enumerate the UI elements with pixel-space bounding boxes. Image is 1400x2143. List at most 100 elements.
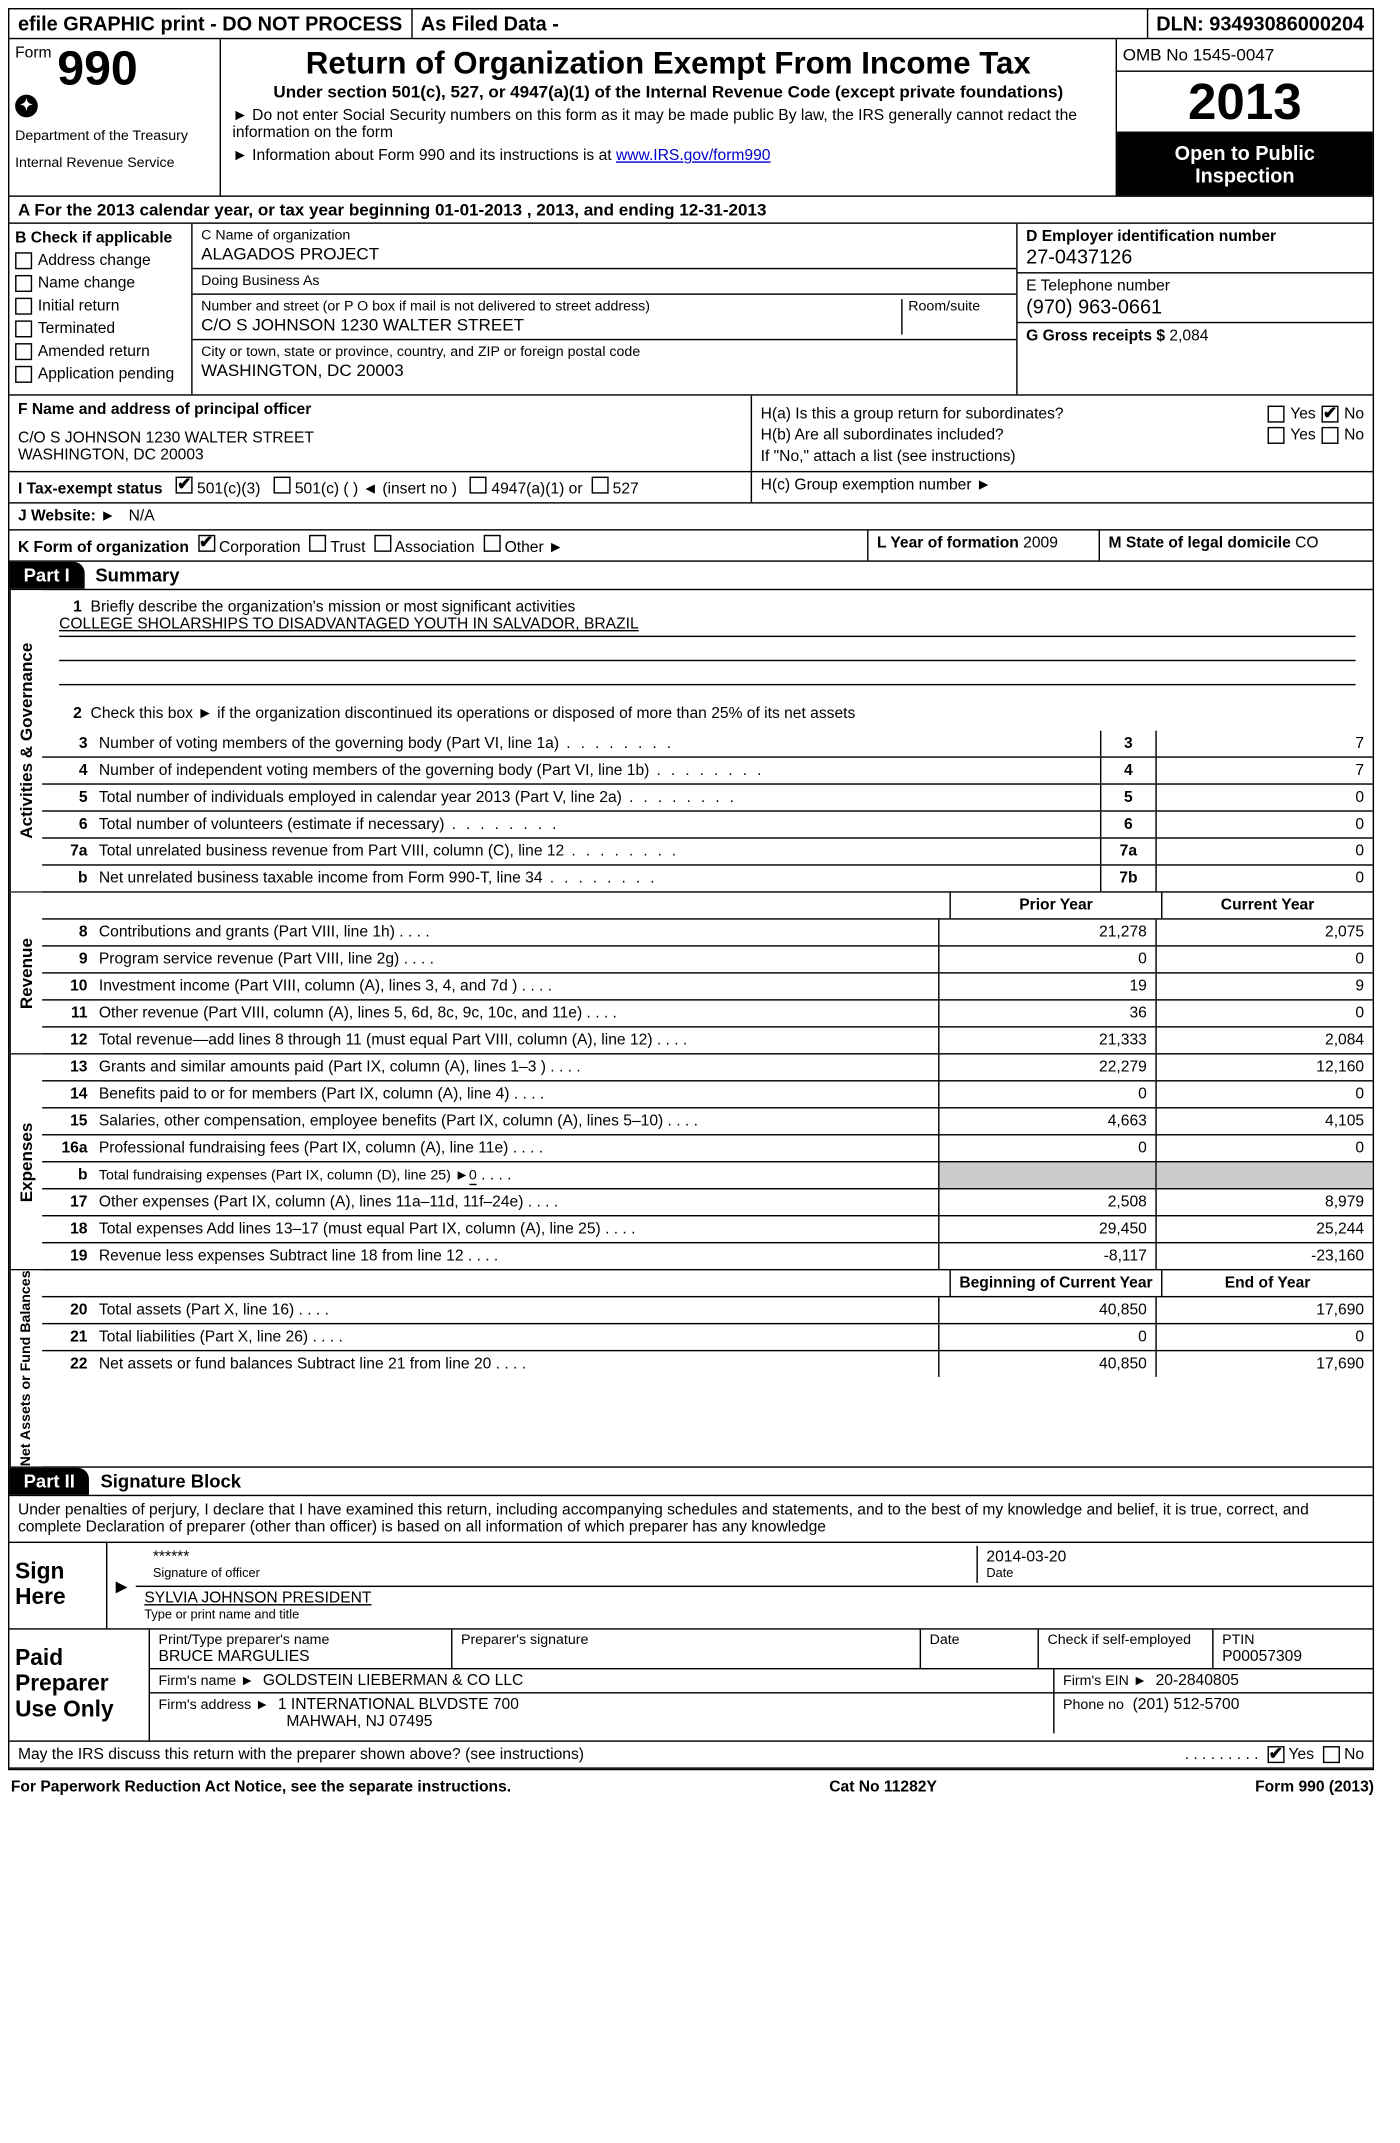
checkbox-icon[interactable] bbox=[591, 477, 608, 494]
org-form: K Form of organization Corporation Trust… bbox=[9, 531, 868, 561]
part-2-tab: Part II bbox=[9, 1468, 89, 1495]
phone-row: E Telephone number (970) 963-0661 bbox=[1018, 274, 1373, 324]
catalog-number: Cat No 11282Y bbox=[829, 1779, 937, 1796]
line-description: Total fundraising expenses (Part IX, col… bbox=[93, 1162, 939, 1188]
line-number: 4 bbox=[42, 758, 93, 784]
line-number: 10 bbox=[42, 974, 93, 1000]
line-number: 15 bbox=[42, 1109, 93, 1135]
top-bar: efile GRAPHIC print - DO NOT PROCESS As … bbox=[9, 9, 1372, 39]
checkbox-icon[interactable] bbox=[198, 535, 215, 552]
firm-ein-label: Firm's EIN ► bbox=[1063, 1674, 1147, 1690]
no-label: No bbox=[1344, 1746, 1364, 1763]
governance-section: Activities & Governance 1 Briefly descri… bbox=[9, 590, 1372, 892]
financial-row: 13Grants and similar amounts paid (Part … bbox=[42, 1055, 1373, 1082]
signature-date: 2014-03-20 bbox=[986, 1549, 1355, 1566]
financial-row: 22Net assets or fund balances Subtract l… bbox=[42, 1351, 1373, 1377]
checkbox-icon[interactable] bbox=[15, 343, 32, 360]
room-label: Room/suite bbox=[908, 299, 1007, 315]
yes-label: Yes bbox=[1290, 427, 1315, 444]
prior-year-header: Prior Year bbox=[949, 893, 1161, 919]
financial-row: 21Total liabilities (Part X, line 26) . … bbox=[42, 1324, 1373, 1351]
officer-signature: ****** bbox=[153, 1549, 968, 1566]
line-description: Total unrelated business revenue from Pa… bbox=[93, 839, 1100, 865]
gross-value: 2,084 bbox=[1169, 328, 1208, 345]
website-label: J Website: ► bbox=[18, 508, 116, 525]
irs-link[interactable]: www.IRS.gov/form990 bbox=[616, 147, 771, 164]
line-description: Net assets or fund balances Subtract lin… bbox=[93, 1351, 939, 1377]
yes-label: Yes bbox=[1289, 1746, 1314, 1763]
net-header-row: Beginning of Current Year End of Year bbox=[42, 1270, 1373, 1297]
form-number-block: Form 990 bbox=[15, 45, 214, 93]
checkbox-icon[interactable] bbox=[1323, 1746, 1340, 1763]
org-name-label: C Name of organization bbox=[201, 228, 1008, 244]
prior-year-value bbox=[940, 1162, 1157, 1188]
checkbox-icon[interactable] bbox=[309, 535, 326, 552]
governance-row: 3Number of voting members of the governi… bbox=[42, 731, 1373, 758]
yes-label: Yes bbox=[1290, 406, 1315, 423]
checkbox-icon[interactable] bbox=[15, 320, 32, 337]
ptin-label: PTIN bbox=[1222, 1633, 1364, 1649]
prior-year-value: 2,508 bbox=[940, 1189, 1157, 1215]
section-h: H(a) Is this a group return for subordin… bbox=[752, 396, 1373, 471]
hc-group-exemption: H(c) Group exemption number ► bbox=[752, 472, 1373, 502]
checkbox-icon[interactable] bbox=[1267, 1746, 1284, 1763]
firm-addr1: 1 INTERNATIONAL BLVDSTE 700 bbox=[278, 1696, 519, 1713]
checkbox-icon[interactable] bbox=[15, 252, 32, 269]
privacy-note: Do not enter Social Security numbers on … bbox=[232, 107, 1104, 141]
checkbox-icon[interactable] bbox=[273, 477, 290, 494]
dba-row: Doing Business As bbox=[193, 269, 1017, 295]
prior-year-value: 0 bbox=[940, 1324, 1157, 1350]
checkbox-icon[interactable] bbox=[1268, 406, 1285, 423]
checkbox-icon[interactable] bbox=[15, 366, 32, 383]
efile-notice: efile GRAPHIC print - DO NOT PROCESS bbox=[9, 9, 410, 37]
checkbox-icon[interactable] bbox=[483, 535, 500, 552]
checkbox-icon[interactable] bbox=[1321, 427, 1338, 444]
header-center: Return of Organization Exempt From Incom… bbox=[221, 39, 1117, 195]
street-row: Number and street (or P O box if mail is… bbox=[193, 295, 1017, 340]
dln-value: 93493086000204 bbox=[1209, 12, 1364, 35]
financial-row: 19Revenue less expenses Subtract line 18… bbox=[42, 1243, 1373, 1269]
self-employed-check: Check if self-employed bbox=[1047, 1633, 1203, 1649]
line-number: b bbox=[42, 1162, 93, 1188]
prep-name: BRUCE MARGULIES bbox=[159, 1648, 443, 1665]
line-description: Program service revenue (Part VIII, line… bbox=[93, 947, 939, 973]
prior-year-value: 40,850 bbox=[940, 1351, 1157, 1377]
section-fh: F Name and address of principal officer … bbox=[9, 396, 1372, 473]
section-b-checkboxes: B Check if applicable Address change Nam… bbox=[9, 224, 192, 394]
form-title: Return of Organization Exempt From Incom… bbox=[232, 45, 1104, 82]
omb-number: OMB No 1545-0047 bbox=[1117, 39, 1373, 72]
line-description: Number of voting members of the governin… bbox=[93, 731, 1100, 757]
name-title-label: Type or print name and title bbox=[144, 1607, 1364, 1621]
prep-sig-label: Preparer's signature bbox=[461, 1633, 911, 1649]
prior-year-value: -8,117 bbox=[940, 1243, 1157, 1269]
line-number: 5 bbox=[42, 785, 93, 811]
current-year-value: 12,160 bbox=[1157, 1055, 1373, 1081]
irs-eagle-icon: ✦ bbox=[15, 95, 38, 118]
line-description: Grants and similar amounts paid (Part IX… bbox=[93, 1055, 939, 1081]
ptin-value: P00057309 bbox=[1222, 1648, 1364, 1665]
line-number: 17 bbox=[42, 1189, 93, 1215]
line-index: 6 bbox=[1100, 812, 1157, 838]
checkbox-icon[interactable] bbox=[1268, 427, 1285, 444]
sign-here-block: Sign Here ▶ ****** Signature of officer … bbox=[9, 1543, 1372, 1630]
mission-block: 1 Briefly describe the organization's mi… bbox=[42, 590, 1373, 696]
prior-year-value: 0 bbox=[940, 1135, 1157, 1161]
checkbox-icon[interactable] bbox=[15, 298, 32, 315]
chk-amended: Amended return bbox=[15, 343, 185, 360]
gross-label: G Gross receipts $ bbox=[1026, 328, 1165, 345]
mission-blank-line bbox=[59, 640, 1355, 661]
checkbox-icon[interactable] bbox=[15, 275, 32, 292]
checkbox-icon[interactable] bbox=[1321, 406, 1338, 423]
firm-name: GOLDSTEIN LIEBERMAN & CO LLC bbox=[263, 1672, 523, 1689]
line-number: 22 bbox=[42, 1351, 93, 1377]
current-year-value: -23,160 bbox=[1157, 1243, 1373, 1269]
expenses-section: Expenses 13Grants and similar amounts pa… bbox=[9, 1055, 1372, 1271]
line-a-tax-year: A For the 2013 calendar year, or tax yea… bbox=[9, 197, 1372, 224]
checkbox-icon[interactable] bbox=[176, 477, 193, 494]
form-header: Form 990 ✦ Department of the Treasury In… bbox=[9, 39, 1372, 197]
revenue-section: Revenue Prior Year Current Year 8Contrib… bbox=[9, 893, 1372, 1055]
part-1-tab: Part I bbox=[9, 562, 84, 589]
checkbox-icon[interactable] bbox=[470, 477, 487, 494]
checkbox-icon[interactable] bbox=[374, 535, 391, 552]
chk-pending: Application pending bbox=[15, 366, 185, 383]
